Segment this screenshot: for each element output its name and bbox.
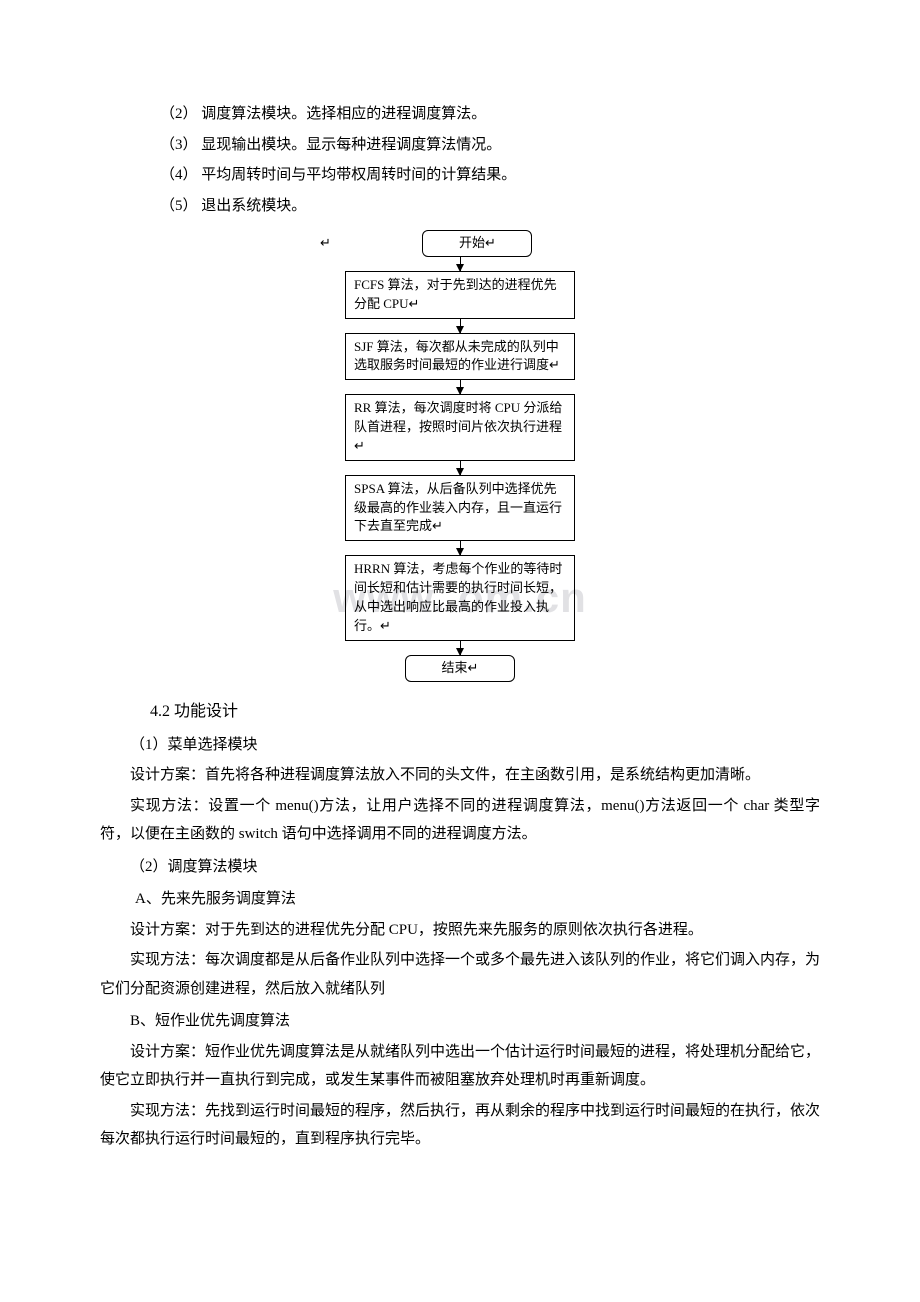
sub-a-heading: A、先来先服务调度算法	[100, 885, 820, 914]
sub-b-heading: B、短作业优先调度算法	[100, 1007, 820, 1036]
section-4-2-heading: 4.2 功能设计	[100, 697, 820, 727]
flow-arrow	[460, 257, 461, 271]
flow-arrow	[460, 541, 461, 555]
flow-arrow	[460, 641, 461, 655]
flowchart: ↵ 开始↵ FCFS 算法，对于先到达的进程优先分配 CPU↵ SJF 算法，每…	[320, 230, 600, 682]
flow-arrow	[460, 461, 461, 475]
flow-arrow	[460, 380, 461, 394]
flow-rr: RR 算法，每次调度时将 CPU 分派给队首进程，按照时间片依次执行进程↵	[345, 394, 575, 461]
flow-fcfs: FCFS 算法，对于先到达的进程优先分配 CPU↵	[345, 271, 575, 319]
sub-1-heading: （1）菜单选择模块	[100, 731, 820, 760]
flow-arrow	[460, 319, 461, 333]
flow-sjf: SJF 算法，每次都从未完成的队列中选取服务时间最短的作业进行调度↵	[345, 333, 575, 381]
para-design-b: 设计方案：短作业优先调度算法是从就绪队列中选出一个估计运行时间最短的进程，将处理…	[100, 1038, 820, 1095]
flow-spsa: SPSA 算法，从后备队列中选择优先级最高的作业装入内存，且一直运行下去直至完成…	[345, 475, 575, 542]
para-impl-a: 实现方法：每次调度都是从后备作业队列中选择一个或多个最先进入该队列的作业，将它们…	[100, 946, 820, 1003]
flow-start: 开始↵	[422, 230, 532, 257]
list-item-5: （5） 退出系统模块。	[100, 192, 820, 221]
flow-hrrn: HRRN 算法，考虑每个作业的等待时间长短和估计需要的执行时间长短，从中选出响应…	[345, 555, 575, 640]
list-item-2: （2） 调度算法模块。选择相应的进程调度算法。	[100, 100, 820, 129]
list-item-4: （4） 平均周转时间与平均带权周转时间的计算结果。	[100, 161, 820, 190]
list-item-3: （3） 显现输出模块。显示每种进程调度算法情况。	[100, 131, 820, 160]
para-impl-1: 实现方法：设置一个 menu()方法，让用户选择不同的进程调度算法，menu()…	[100, 792, 820, 849]
flowchart-container: ↵ 开始↵ FCFS 算法，对于先到达的进程优先分配 CPU↵ SJF 算法，每…	[100, 230, 820, 682]
return-symbol: ↵	[320, 231, 331, 256]
sub-2-heading: （2）调度算法模块	[100, 853, 820, 882]
flow-end: 结束↵	[405, 655, 515, 682]
para-design-a: 设计方案：对于先到达的进程优先分配 CPU，按照先来先服务的原则依次执行各进程。	[100, 916, 820, 945]
para-design-1: 设计方案：首先将各种进程调度算法放入不同的头文件，在主函数引用，是系统结构更加清…	[100, 761, 820, 790]
para-impl-b: 实现方法：先找到运行时间最短的程序，然后执行，再从剩余的程序中找到运行时间最短的…	[100, 1097, 820, 1154]
